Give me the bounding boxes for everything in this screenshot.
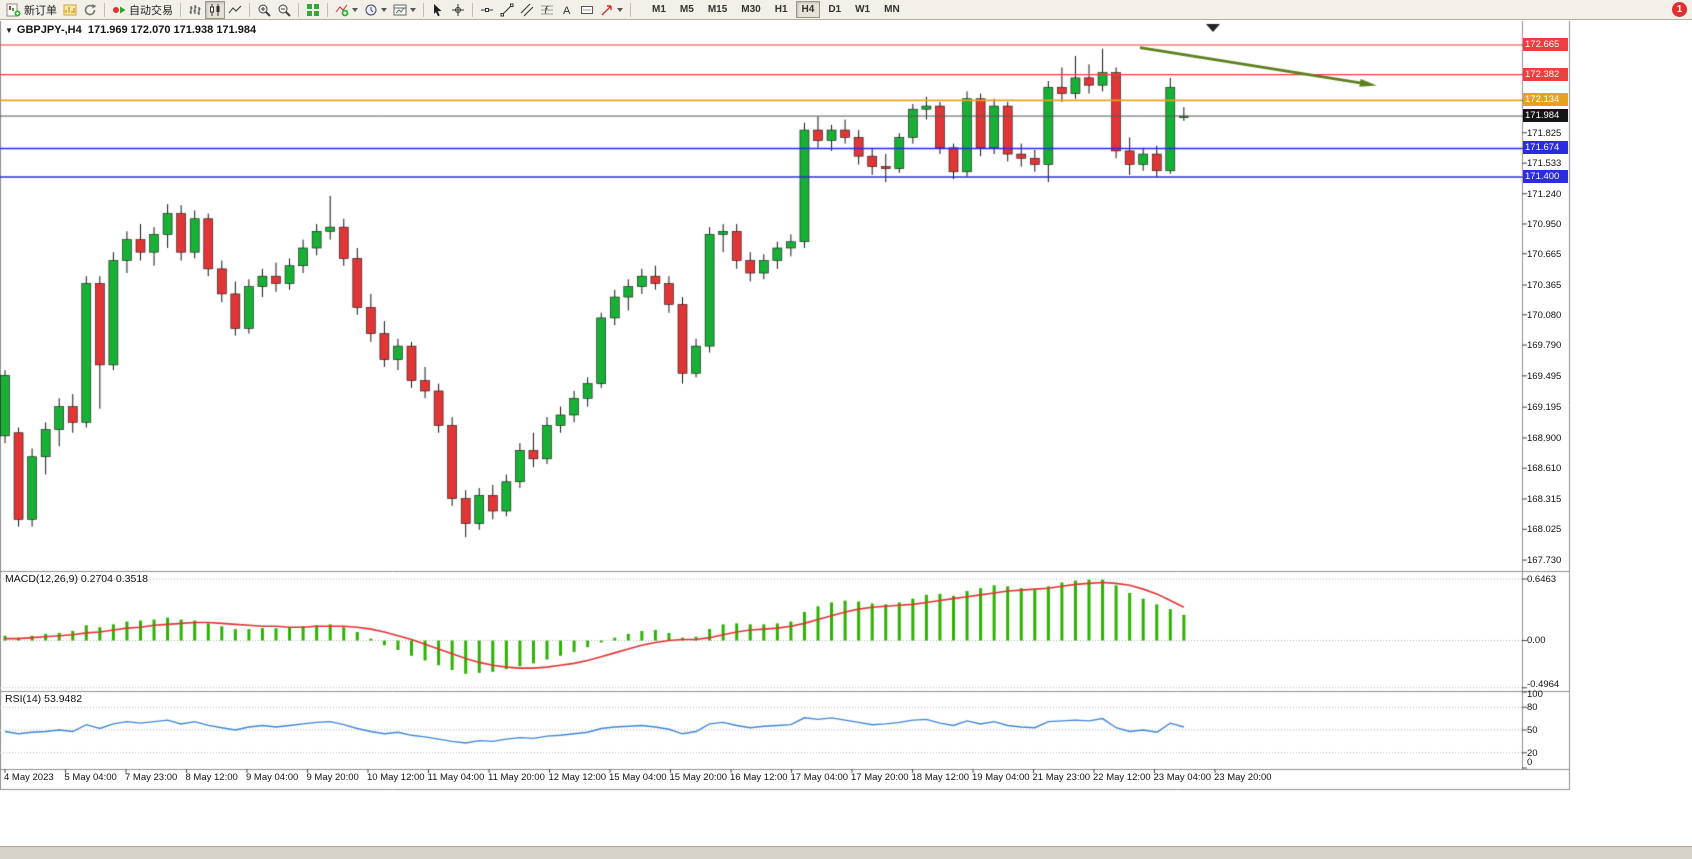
- timeframe-m30[interactable]: M30: [735, 1, 766, 18]
- toolbar-separator: [298, 2, 299, 17]
- indicators-button[interactable]: [332, 1, 361, 19]
- label-button[interactable]: [577, 1, 597, 19]
- auto-trading-icon: [113, 6, 126, 13]
- horizontal-line-icon: [481, 7, 493, 12]
- templates-button[interactable]: [390, 1, 419, 19]
- timeframe-h1[interactable]: H1: [769, 1, 794, 18]
- crosshair-button[interactable]: [448, 1, 468, 19]
- bottom-scroll-strip[interactable]: [0, 846, 1692, 859]
- line-chart-icon: [228, 5, 242, 13]
- periods-button[interactable]: [361, 1, 390, 19]
- indicators-icon: [335, 4, 349, 16]
- bar-chart-button[interactable]: [185, 1, 205, 19]
- charts-icon: [63, 4, 77, 15]
- cycle-icon: [84, 3, 97, 15]
- toolbar-separator: [327, 2, 328, 17]
- trendline-button[interactable]: [497, 1, 517, 19]
- new-order-icon: [6, 3, 21, 16]
- zoom-out-button[interactable]: [274, 1, 294, 19]
- zoom-out-icon: [278, 4, 291, 17]
- timeframe-m1[interactable]: M1: [646, 1, 672, 18]
- channel-icon: [520, 3, 534, 16]
- zoom-in-icon: [258, 4, 271, 17]
- template-icon: [393, 4, 407, 15]
- svg-text:f: f: [545, 5, 549, 16]
- arrow-shape-icon: [601, 4, 612, 15]
- fibonacci-icon: f: [541, 5, 553, 16]
- auto-trading-button[interactable]: 自动交易: [109, 1, 176, 19]
- notification-badge[interactable]: 1: [1672, 2, 1687, 17]
- chevron-down-icon: [617, 7, 623, 12]
- zoom-in-button[interactable]: [254, 1, 274, 19]
- trendline-icon: [500, 3, 514, 16]
- line-chart-button[interactable]: [225, 1, 245, 19]
- tile-windows-icon: [307, 3, 319, 16]
- cursor-icon: [434, 3, 442, 16]
- charts-button[interactable]: [60, 1, 80, 19]
- toolbar: 新订单 自动交易: [0, 0, 1692, 20]
- timeframe-m15[interactable]: M15: [702, 1, 733, 18]
- timeframe-h4[interactable]: H4: [795, 1, 821, 18]
- timeframe-w1[interactable]: W1: [849, 1, 876, 18]
- text-button[interactable]: A: [557, 1, 577, 19]
- horizontal-line-button[interactable]: [477, 1, 497, 19]
- toolbar-separator: [104, 2, 105, 17]
- bar-chart-icon: [189, 4, 201, 15]
- candlestick-button[interactable]: [205, 0, 225, 19]
- chevron-down-icon: [352, 7, 358, 12]
- label-icon: [581, 5, 593, 14]
- clock-icon: [365, 4, 377, 15]
- svg-text:A: A: [563, 5, 571, 17]
- timeframe-mn[interactable]: MN: [878, 1, 906, 18]
- tile-windows-button[interactable]: [303, 1, 323, 19]
- toolbar-separator: [472, 2, 473, 17]
- toolbar-separator: [630, 2, 631, 17]
- new-order-label: 新订单: [24, 4, 57, 17]
- toolbar-separator: [249, 2, 250, 17]
- shapes-button[interactable]: [597, 1, 626, 19]
- chevron-down-icon: [410, 7, 416, 12]
- timeframe-group: M1 M5 M15 M30 H1 H4 D1 W1 MN: [645, 1, 907, 18]
- new-order-button[interactable]: 新订单: [3, 1, 60, 19]
- fibonacci-button[interactable]: f: [537, 1, 557, 19]
- refresh-button[interactable]: [80, 1, 100, 19]
- text-icon: A: [563, 5, 571, 17]
- toolbar-separator: [180, 2, 181, 17]
- channel-button[interactable]: [517, 1, 537, 19]
- crosshair-icon: [452, 3, 464, 16]
- cursor-button[interactable]: [428, 1, 448, 19]
- toolbar-separator: [423, 2, 424, 17]
- candlestick-icon: [210, 3, 220, 16]
- timeframe-d1[interactable]: D1: [822, 1, 847, 18]
- timeframe-m5[interactable]: M5: [674, 1, 700, 18]
- auto-trading-label: 自动交易: [129, 4, 173, 17]
- chevron-down-icon: [381, 7, 387, 12]
